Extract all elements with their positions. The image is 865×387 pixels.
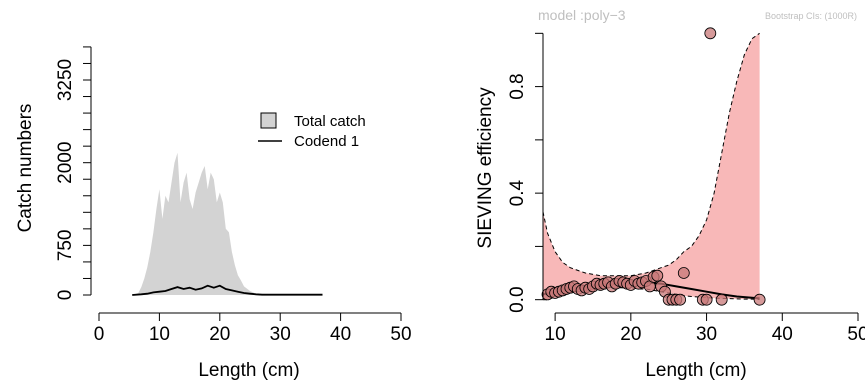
data-point <box>715 293 728 306</box>
codend-1-line <box>132 284 323 296</box>
sieving-x-tick-label: 10 <box>545 324 566 345</box>
catch-y-tick-label: 3250 <box>55 59 76 101</box>
catch-plot-area <box>132 152 323 296</box>
sieving-y-tick-label: 0.4 <box>507 180 528 207</box>
catch-legend: Total catch Codend 1 <box>258 112 366 150</box>
catch-y-axis-label: Catch numbers <box>15 104 36 233</box>
sieving-x-tick-label: 20 <box>620 324 641 345</box>
legend-label-total-catch: Total catch <box>294 113 366 130</box>
sieving-x-axis-label: Length (cm) <box>645 360 746 381</box>
sieving-y-tick-label: 0.0 <box>507 286 528 312</box>
sieving-model-title: model :poly−3 <box>538 7 626 23</box>
sieving-x-tick-label: 40 <box>772 324 793 345</box>
sieving-y-tick-label: 0.8 <box>507 73 528 99</box>
catch-axes: 0 10 20 30 40 50 0 750 2000 3250 <box>55 46 412 345</box>
catch-x-tick-label: 40 <box>330 324 351 345</box>
upper-ci-line <box>542 32 760 277</box>
confidence-band <box>543 33 760 300</box>
data-point <box>704 27 717 40</box>
bootstrap-ci-note: Bootstrap CIs: (1000R) <box>765 11 857 21</box>
catch-y-tick-label: 750 <box>55 230 76 262</box>
sieving-x-tick-label: 50 <box>847 324 865 345</box>
catch-y-tick-label: 0 <box>55 290 76 301</box>
catch-x-tick-label: 10 <box>149 324 170 345</box>
sieving-y-axis-label: SIEVING efficiency <box>475 87 496 249</box>
sieving-plot-area <box>541 27 766 306</box>
catch-x-tick-label: 0 <box>94 324 105 345</box>
catch-x-tick-label: 50 <box>390 324 411 345</box>
data-point <box>651 269 664 282</box>
data-point <box>700 293 713 306</box>
sieving-x-tick-label: 30 <box>696 324 717 345</box>
data-point <box>753 293 766 306</box>
catch-x-tick-label: 30 <box>270 324 291 345</box>
legend-swatch-total-catch <box>260 112 277 129</box>
sieving-axes: 10 20 30 40 50 0.0 0.4 0.8 <box>507 32 865 345</box>
catch-x-tick-label: 20 <box>209 324 230 345</box>
legend-label-codend-1: Codend 1 <box>294 133 359 150</box>
catch-x-axis-label: Length (cm) <box>198 360 299 381</box>
catch-numbers-panel: 0 10 20 30 40 50 0 750 2000 3250 Length (cm) Catc… <box>15 46 412 381</box>
catch-y-tick-label: 2000 <box>55 142 76 184</box>
sieving-efficiency-panel: 10 20 30 40 50 0.0 0.4 0.8 model :poly−3 Bootst… <box>475 7 865 381</box>
total-catch-area <box>132 152 323 295</box>
data-point <box>677 267 690 279</box>
data-point <box>674 293 686 306</box>
